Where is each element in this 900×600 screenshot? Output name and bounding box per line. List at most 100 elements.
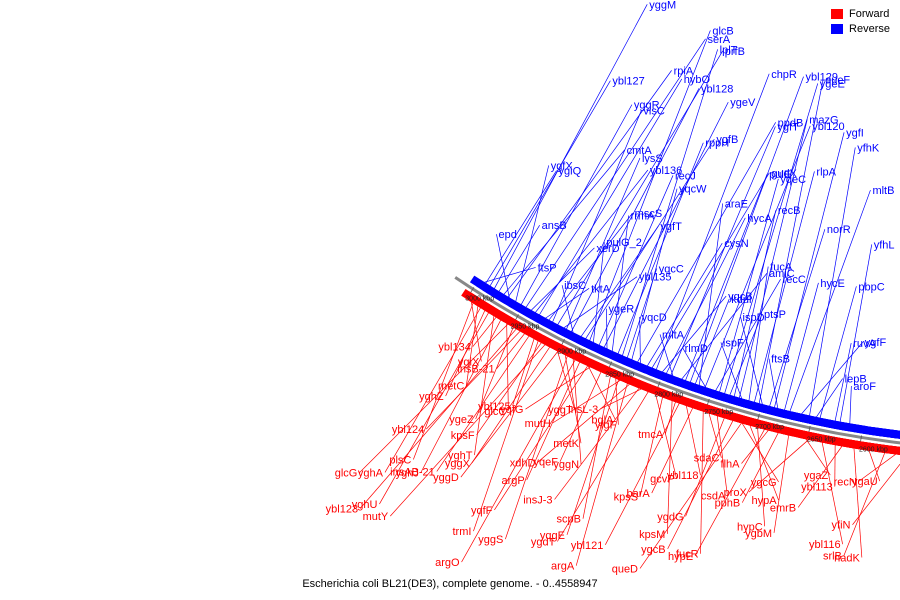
gene-label: yfhK — [857, 142, 880, 154]
gene-label: kpsS — [614, 492, 638, 504]
label-leader-line — [512, 335, 536, 406]
gene-label: ygcG — [751, 477, 777, 489]
gene-label: ybl120 — [812, 121, 844, 133]
gene-label: metK — [553, 438, 579, 450]
gene-label: ygiQ — [559, 166, 582, 178]
label-leader-line — [773, 431, 790, 533]
tick-label: 2700 kbp — [755, 424, 784, 431]
label-leader-line — [505, 352, 569, 540]
label-leader-line — [659, 334, 675, 381]
label-leader-line — [413, 299, 475, 460]
genome-backbone-arc — [454, 276, 900, 445]
label-leader-line — [698, 203, 724, 390]
label-leader-line — [713, 278, 781, 395]
gene-label: ruvA — [853, 338, 876, 350]
gene-label: scpB — [557, 514, 581, 526]
label-leader-line — [555, 50, 724, 329]
label-leader-line — [843, 449, 887, 556]
label-leader-line — [569, 88, 700, 336]
label-leader-line — [592, 242, 605, 347]
label-leader-line — [472, 314, 499, 347]
label-leader-line — [748, 436, 813, 493]
label-leader-line — [425, 328, 524, 430]
gene-label: hypE — [668, 551, 693, 563]
label-leader-line — [768, 358, 779, 413]
gene-label: rlmD — [685, 343, 708, 355]
gene-label: pphB — [715, 498, 741, 510]
gene-label: recB — [778, 205, 801, 217]
gene-features — [461, 275, 900, 455]
label-leader-line — [550, 110, 642, 326]
gene-label: ybl128 — [701, 83, 733, 95]
label-leader-line — [685, 414, 727, 517]
gene-label: recN — [834, 476, 857, 488]
label-leader-line — [654, 390, 677, 479]
tick-mark — [470, 287, 475, 293]
label-leader-line — [473, 337, 540, 532]
gene-label: kdul — [731, 294, 751, 306]
tick-mark — [515, 314, 519, 320]
gene-label: ygaZ — [804, 470, 829, 482]
label-leader-line — [753, 171, 815, 406]
gene-label: hypA — [751, 495, 777, 507]
label-leader-line — [639, 419, 745, 569]
gene-label: hycA — [747, 213, 772, 225]
label-leader-line — [849, 385, 852, 428]
label-leader-line — [597, 175, 674, 349]
gene-label: cmtA — [627, 145, 653, 157]
label-leader-line — [559, 368, 603, 462]
label-leader-line — [537, 381, 634, 463]
gene-label: argA — [551, 561, 575, 573]
label-leader-line — [740, 316, 764, 409]
label-leader-line — [639, 393, 664, 497]
label-leader-line — [700, 407, 704, 554]
label-leader-line — [552, 377, 625, 424]
tick-mark — [707, 398, 710, 405]
gene-label: yggR — [634, 100, 660, 112]
label-leader-line — [773, 132, 845, 412]
label-leader-line — [669, 126, 776, 379]
gene-label: norR — [827, 224, 851, 236]
gene-label: ygfX — [551, 160, 574, 172]
gene-label: ftsP — [538, 262, 557, 274]
label-leader-line — [572, 354, 582, 465]
gene-label: aroF — [853, 381, 876, 393]
gene-label: insAB-21 — [390, 466, 435, 478]
label-leader-line — [494, 362, 591, 511]
label-leader-line — [667, 396, 673, 534]
label-leader-line — [659, 295, 727, 376]
label-leader-line — [359, 325, 520, 509]
map-caption: Escherichia coli BL21(DE3), complete gen… — [302, 578, 598, 590]
gene-label: lysS — [642, 153, 663, 165]
label-leader-line — [718, 178, 779, 396]
label-leader-line — [833, 343, 852, 425]
gene-label: ftsB — [771, 354, 790, 366]
label-leader-line — [788, 189, 871, 416]
label-leader-line — [359, 321, 511, 473]
label-leader-line — [496, 225, 540, 295]
gene-label: yqcD — [642, 312, 667, 324]
gene-label: ygfT — [777, 121, 799, 133]
label-leader-line — [578, 225, 659, 340]
gene-label: yfiN — [832, 520, 851, 532]
label-leader-line — [808, 147, 856, 420]
label-leader-line — [651, 404, 695, 494]
label-leader-line — [514, 165, 550, 306]
gene-label: yghJ — [396, 467, 419, 479]
gene-label: insL-3 — [568, 404, 598, 416]
label-leader-line — [582, 372, 612, 519]
label-leader-line — [564, 157, 641, 333]
gene-label: epd — [498, 229, 516, 241]
gene-label: bglA — [591, 415, 614, 427]
gene-label: barA — [627, 488, 651, 500]
gene-label: proX — [724, 487, 748, 499]
label-leader-line — [839, 244, 873, 426]
label-leader-line — [667, 417, 736, 550]
label-leader-line — [436, 332, 532, 472]
label-leader-line — [741, 429, 781, 503]
gene-feature — [889, 429, 900, 439]
label-leader-line — [492, 4, 648, 293]
label-leader-line — [707, 408, 722, 458]
label-leader-line — [682, 347, 709, 393]
gene-label: ygiX — [458, 356, 480, 368]
